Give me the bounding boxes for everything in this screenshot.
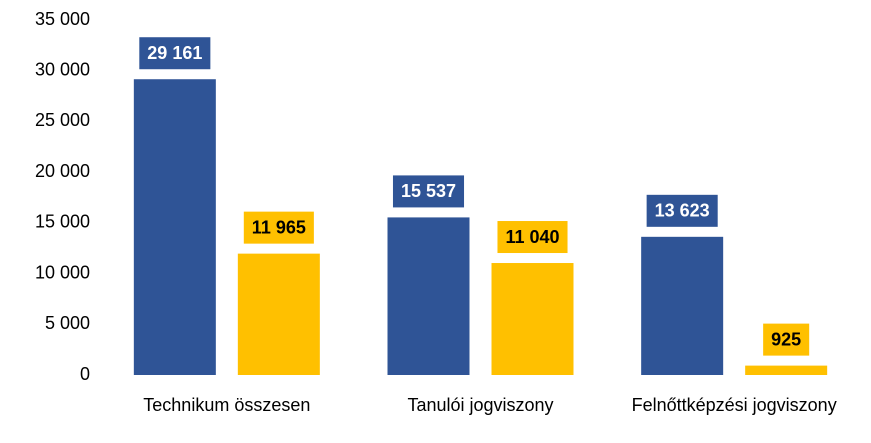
y-tick-label: 35 000 — [35, 9, 90, 29]
bar — [745, 365, 828, 375]
value-label: 11 040 — [505, 227, 559, 247]
value-label: 13 623 — [655, 201, 710, 221]
value-label-box — [392, 175, 465, 208]
value-label-box — [646, 194, 718, 227]
bar — [237, 253, 320, 375]
value-label: 11 965 — [252, 217, 306, 237]
bar — [133, 79, 216, 375]
value-label-box — [243, 211, 314, 244]
x-tick-label: Technikum összesen — [143, 395, 311, 415]
y-tick-label: 20 000 — [35, 161, 90, 181]
y-tick-label: 25 000 — [35, 110, 90, 130]
y-tick-label: 5 000 — [45, 313, 90, 333]
value-label-box — [497, 221, 568, 254]
bar — [641, 236, 724, 375]
y-tick-label: 0 — [80, 364, 90, 384]
value-label: 15 537 — [401, 181, 456, 201]
x-tick-label: Tanulói jogviszony — [407, 395, 554, 415]
value-label-box — [763, 323, 810, 356]
value-label: 29 161 — [147, 43, 202, 63]
x-tick-label: Felnőttképzési jogviszony — [631, 395, 837, 415]
value-label: 925 — [771, 329, 801, 349]
y-tick-label: 30 000 — [35, 59, 90, 79]
y-tick-label: 10 000 — [35, 262, 90, 282]
value-label-box — [139, 37, 211, 70]
y-tick-label: 15 000 — [35, 212, 90, 232]
bar — [491, 263, 574, 375]
bar — [387, 217, 470, 375]
